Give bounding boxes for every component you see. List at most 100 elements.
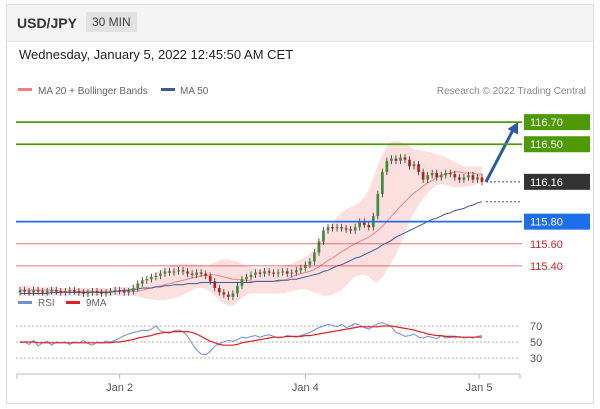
candle-body [412,164,416,167]
candle-body [204,273,208,276]
candle-body [208,275,212,282]
ma50-legend-swatch [161,88,175,91]
symbol-label: USD/JPY [17,15,77,31]
candle-body [190,273,194,275]
level-tag-116.16 [524,173,590,190]
candle-body [181,270,185,272]
candle-body [294,270,298,273]
candle-body [272,272,275,274]
rsi-tick-labels: 70 50 30 [530,321,542,365]
candle-body [27,291,31,293]
candle-body [68,290,72,292]
candle-body [150,276,153,280]
candle-body [127,291,131,293]
candle-body [453,174,457,178]
candle-body [299,268,303,271]
candle-body [163,271,167,274]
candle-body [227,294,230,297]
candle-body [154,275,158,278]
candle-body [254,272,257,275]
candle-body [344,228,348,230]
candle-body [326,227,330,231]
candle-body [131,288,135,292]
candle-body [136,283,140,288]
ma9-line [20,325,482,346]
candle-body [63,291,67,293]
candle-body [313,252,316,262]
rsi-line [19,322,483,356]
candle-body [331,227,334,229]
candle-body [467,175,470,178]
price-plot-area [18,140,484,306]
datetime-label: Wednesday, January 5, 2022 12:45:50 AM C… [19,47,294,62]
candle-body [41,291,44,293]
candle-body [476,177,479,180]
candle-body [417,164,420,172]
candle-body [36,290,40,292]
ma50-legend-label: MA 50 [180,86,209,97]
candle-body [82,292,85,294]
candle-body [95,291,99,293]
candle-body [276,272,280,274]
candle-body [353,227,357,231]
candle-body [462,177,466,180]
candle-body [281,271,285,273]
candle-body [458,177,461,180]
candle-body [109,291,112,293]
candle-body [231,293,235,297]
candle-body [399,157,402,161]
candle-body [421,171,425,180]
level-label-115.40: 115.40 [530,261,563,273]
level-tag-115.80 [524,213,590,230]
candle-body [258,272,262,274]
candle-body [177,270,180,272]
candle-body [59,291,63,293]
level-label-116.70: 116.70 [530,117,563,129]
rsi-tick-label: 30 [530,353,542,365]
timeframe-badge[interactable]: 30 MIN [86,12,137,32]
ma9-legend-swatch [66,301,80,304]
candle-body [217,288,221,293]
candle-body [349,229,352,231]
candle-body [245,276,248,280]
rsi-plot-area [16,322,520,359]
level-label-116.16: 116.16 [530,177,563,189]
candle-body [381,171,384,194]
candle-body [362,221,366,225]
candle-body [100,292,103,294]
candle-body [168,271,171,273]
candle-body [340,227,343,229]
candle-body [23,290,26,292]
price-level-labels: 116.70 116.50 116.16 115.80 115.60 115.40 [524,114,590,273]
candle-body [240,279,244,286]
candle-body [91,291,94,293]
candle-body [335,227,339,229]
candle-body [122,291,126,293]
candle-body [213,281,217,288]
candle-body [358,221,362,228]
candle-body [285,271,289,274]
ma9-legend-label: 9MA [86,298,107,309]
candle-body [222,292,226,295]
forecast-arrow-head [507,122,519,135]
candle-body [236,285,239,294]
candle-body [140,280,144,284]
candle-body [18,290,22,293]
x-tick-label: Jan 5 [466,382,493,394]
candle-body [54,290,58,292]
candle-body [32,290,35,293]
candle-body [77,291,81,293]
x-tick-label: Jan 4 [292,382,319,394]
candle-body [118,290,121,292]
candle-body [448,172,452,175]
level-label-115.60: 115.60 [530,239,563,251]
ma20-legend-label: MA 20 + Bollinger Bands [38,86,148,97]
candle-body [444,172,448,176]
candle-body [426,175,429,180]
candle-body [104,292,108,294]
candle-body [480,177,484,182]
candle-body [471,175,475,180]
candle-body [172,271,176,273]
header-bar: USD/JPY 30 MIN [7,5,593,42]
level-tag-116.50 [524,136,590,153]
